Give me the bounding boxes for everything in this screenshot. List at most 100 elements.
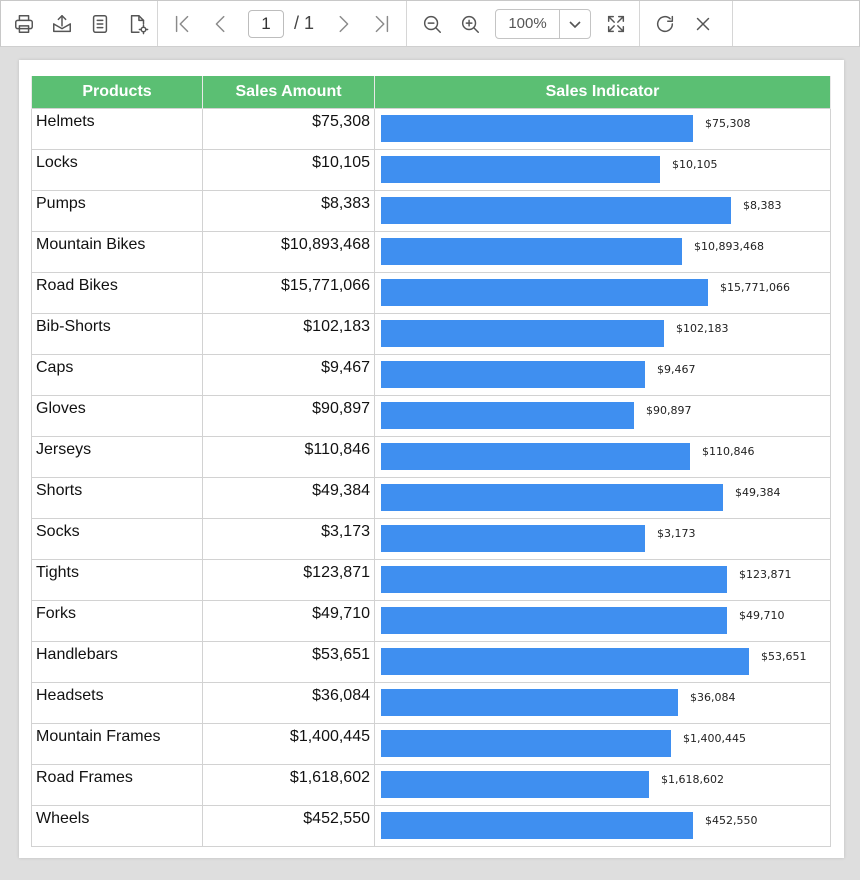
product-name: Helmets — [36, 113, 95, 130]
zoom-value: 100% — [508, 15, 547, 32]
sales-indicator-bar — [381, 115, 693, 142]
zoom-dropdown-toggle[interactable] — [559, 9, 590, 38]
product-name: Mountain Bikes — [36, 236, 146, 253]
sales-amount-value: $9,467 — [321, 359, 370, 376]
table-row: Helmets $75,308 $75,308 — [31, 108, 831, 150]
sales-amount-value: $1,400,445 — [289, 728, 370, 745]
print-button[interactable] — [5, 6, 43, 42]
sales-amount-value: $123,871 — [303, 564, 370, 581]
sales-indicator-cell: $102,183 — [374, 313, 831, 355]
zoom-dropdown[interactable]: 100% — [495, 8, 592, 39]
table-row: Bib-Shorts $102,183 $102,183 — [31, 313, 831, 355]
product-cell: Pumps — [31, 190, 203, 232]
sales-indicator-label: $123,871 — [739, 568, 792, 581]
sales-amount-value: $8,383 — [321, 195, 370, 212]
sales-indicator-bar — [381, 197, 731, 224]
document-map-button[interactable] — [81, 6, 119, 42]
close-button[interactable] — [684, 6, 722, 42]
sales-indicator-label: $1,400,445 — [683, 732, 746, 745]
sales-indicator-cell: $8,383 — [374, 190, 831, 232]
sales-indicator-cell: $49,710 — [374, 600, 831, 642]
page-setup-button[interactable] — [119, 6, 157, 42]
column-header-products: Products — [31, 76, 203, 109]
product-name: Gloves — [36, 400, 86, 417]
column-header-sales-amount: Sales Amount — [202, 76, 375, 109]
next-page-button[interactable] — [324, 6, 362, 42]
toolbar-group-navigation: / 1 — [158, 1, 408, 46]
sales-indicator-cell: $123,871 — [374, 559, 831, 601]
sales-indicator-cell: $10,893,468 — [374, 231, 831, 273]
table-row: Road Bikes $15,771,066 $15,771,066 — [31, 272, 831, 314]
previous-page-button[interactable] — [202, 6, 240, 42]
last-page-button[interactable] — [362, 6, 400, 42]
product-name: Mountain Frames — [36, 728, 161, 745]
table-row: Forks $49,710 $49,710 — [31, 600, 831, 642]
product-cell: Bib-Shorts — [31, 313, 203, 355]
sales-amount-cell: $1,618,602 — [202, 764, 375, 806]
page-total-label: / 1 — [294, 13, 315, 33]
product-name: Pumps — [36, 195, 86, 212]
sales-indicator-bar — [381, 156, 660, 183]
sales-indicator-cell: $10,105 — [374, 149, 831, 191]
document-icon — [92, 14, 108, 33]
sales-indicator-label: $9,467 — [657, 363, 696, 376]
sales-indicator-cell: $110,846 — [374, 436, 831, 478]
zoom-in-button[interactable] — [451, 6, 489, 42]
sales-indicator-label: $15,771,066 — [720, 281, 790, 294]
product-cell: Wheels — [31, 805, 203, 847]
sales-amount-cell: $102,183 — [202, 313, 375, 355]
toolbar-group-file — [1, 1, 158, 46]
sales-indicator-label: $452,550 — [705, 814, 758, 827]
sales-indicator-bar — [381, 402, 634, 429]
sales-indicator-label: $10,105 — [672, 158, 718, 171]
sales-indicator-cell: $75,308 — [374, 108, 831, 150]
sales-indicator-bar — [381, 730, 671, 757]
sales-indicator-cell: $452,550 — [374, 805, 831, 847]
first-page-button[interactable] — [164, 6, 202, 42]
product-cell: Mountain Frames — [31, 723, 203, 765]
sales-indicator-bar — [381, 525, 645, 552]
sales-indicator-bar — [381, 484, 723, 511]
sales-indicator-bar — [381, 648, 749, 675]
report-viewer-toolbar: / 1 100% — [0, 0, 860, 47]
sales-amount-cell: $123,871 — [202, 559, 375, 601]
sales-amount-cell: $8,383 — [202, 190, 375, 232]
close-icon — [696, 17, 710, 30]
sales-amount-value: $10,893,468 — [281, 236, 370, 253]
product-name: Road Bikes — [36, 277, 118, 294]
sales-indicator-cell: $1,618,602 — [374, 764, 831, 806]
sales-amount-cell: $15,771,066 — [202, 272, 375, 314]
sales-amount-cell: $36,084 — [202, 682, 375, 724]
sales-indicator-label: $110,846 — [702, 445, 755, 458]
export-button[interactable] — [43, 6, 81, 42]
product-cell: Road Frames — [31, 764, 203, 806]
product-cell: Locks — [31, 149, 203, 191]
table-row: Headsets $36,084 $36,084 — [31, 682, 831, 724]
report-page: Products Sales Amount Sales Indicator He… — [19, 60, 844, 858]
chevron-right-icon — [339, 15, 349, 32]
table-row: Gloves $90,897 $90,897 — [31, 395, 831, 437]
table-row: Pumps $8,383 $8,383 — [31, 190, 831, 232]
fit-page-button[interactable] — [597, 6, 635, 42]
sales-amount-value: $10,105 — [312, 154, 370, 171]
page-settings-icon — [130, 14, 149, 34]
table-row: Tights $123,871 $123,871 — [31, 559, 831, 601]
sales-amount-cell: $3,173 — [202, 518, 375, 560]
toolbar-group-zoom: 100% — [407, 1, 641, 46]
product-cell: Caps — [31, 354, 203, 396]
zoom-out-button[interactable] — [413, 6, 451, 42]
sales-amount-value: $36,084 — [312, 687, 370, 704]
page-number-input[interactable] — [248, 9, 284, 38]
refresh-button[interactable] — [646, 6, 684, 42]
product-cell: Gloves — [31, 395, 203, 437]
table-row: Jerseys $110,846 $110,846 — [31, 436, 831, 478]
sales-amount-value: $452,550 — [303, 810, 370, 827]
product-cell: Headsets — [31, 682, 203, 724]
sales-indicator-label: $102,183 — [676, 322, 729, 335]
product-name: Wheels — [36, 810, 90, 827]
sales-indicator-cell: $90,897 — [374, 395, 831, 437]
sales-amount-value: $1,618,602 — [289, 769, 370, 786]
sales-indicator-label: $36,084 — [690, 691, 736, 704]
product-cell: Mountain Bikes — [31, 231, 203, 273]
sales-indicator-bar — [381, 279, 708, 306]
